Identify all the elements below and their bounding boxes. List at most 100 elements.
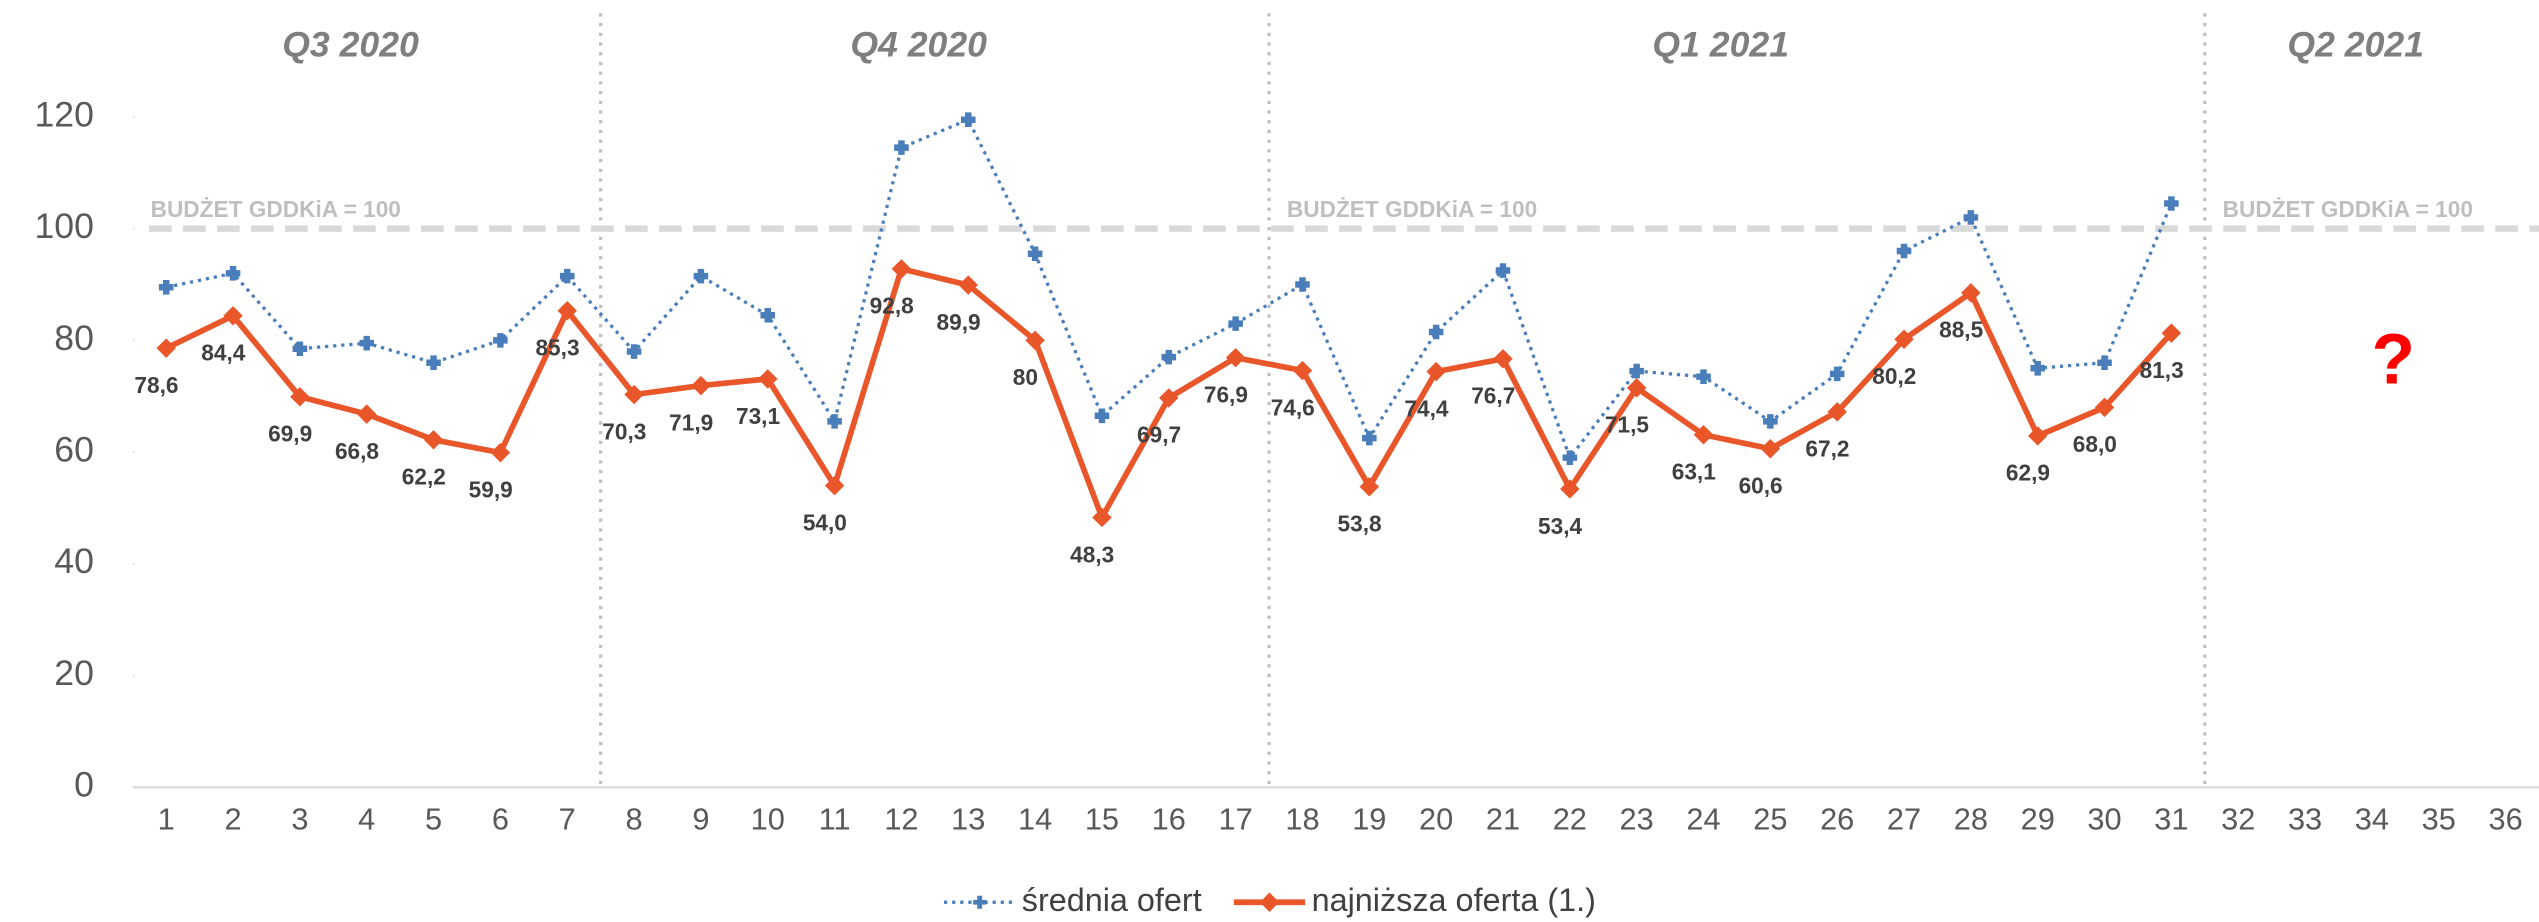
plus-marker [225, 266, 241, 281]
x-tick-label: 28 [1954, 801, 1988, 836]
plus-marker [894, 140, 909, 155]
x-tick-label: 4 [358, 801, 375, 836]
diamond-marker [1159, 388, 1179, 408]
x-tick-label: 31 [2154, 801, 2188, 836]
legend-marker [1259, 892, 1280, 912]
diamond-marker [1493, 349, 1513, 369]
x-tick-label: 11 [819, 801, 851, 836]
plus-marker [2164, 196, 2179, 211]
plus-marker [426, 355, 441, 370]
budget-label: BUDŻET GDDKiA = 100 [2223, 196, 2473, 222]
x-tick-label: 5 [425, 801, 442, 836]
y-tick-label: 120 [34, 94, 93, 134]
x-tick-label: 18 [1285, 801, 1319, 836]
budget-label: BUDŻET GDDKiA = 100 [151, 196, 401, 222]
diamond-marker [1760, 439, 1781, 459]
data-label: 80,2 [1872, 363, 1916, 389]
plus-marker [626, 344, 642, 359]
y-tick-label: 60 [54, 430, 94, 470]
quarter-label: Q2 2021 [2287, 25, 2424, 65]
data-label: 80 [1013, 364, 1038, 390]
x-tick-label: 21 [1486, 801, 1520, 836]
plus-marker [693, 268, 709, 284]
x-tick-label: 25 [1753, 801, 1787, 836]
data-label: 92,8 [870, 293, 914, 319]
data-label: 54,0 [803, 509, 847, 535]
plus-marker [2030, 361, 2045, 376]
diamond-marker [223, 306, 243, 326]
y-tick-label: 20 [54, 653, 94, 693]
plus-marker [1696, 369, 1711, 384]
x-tick-label: 9 [692, 801, 709, 836]
data-label: 69,9 [268, 421, 312, 447]
x-tick-label: 10 [751, 801, 785, 836]
diamond-marker [490, 442, 511, 463]
diamond-marker [624, 384, 644, 405]
plus-marker [1763, 414, 1778, 429]
data-label: 70,3 [602, 418, 646, 444]
plus-marker [1495, 263, 1511, 278]
x-tick-label: 17 [1219, 801, 1253, 836]
diamond-marker [290, 387, 310, 407]
plus-marker [559, 268, 575, 284]
data-label: 66,8 [335, 438, 379, 464]
x-tick-label: 22 [1553, 801, 1587, 836]
x-tick-label: 1 [158, 801, 175, 836]
x-tick-label: 36 [2488, 801, 2522, 836]
plus-marker [827, 414, 842, 429]
x-tick-label: 20 [1419, 801, 1453, 836]
data-label: 74,6 [1271, 394, 1315, 420]
plus-marker [359, 335, 375, 351]
data-label: 68,0 [2073, 431, 2117, 457]
legend-label: najniższa oferta (1.) [1312, 882, 1596, 918]
plus-marker [1963, 210, 1979, 225]
plus-marker [2097, 355, 2112, 370]
diamond-marker [1827, 402, 1847, 422]
plus-marker [1228, 316, 1243, 331]
plus-marker [1027, 246, 1043, 262]
diamond-marker [1025, 330, 1045, 351]
x-tick-label: 23 [1620, 801, 1654, 836]
diamond-marker [1092, 507, 1112, 528]
y-tick-label: 100 [34, 206, 93, 246]
x-tick-label: 19 [1352, 801, 1386, 836]
x-tick-label: 7 [559, 801, 576, 836]
x-tick-label: 26 [1820, 801, 1854, 836]
x-tick-label: 35 [2422, 801, 2456, 836]
x-tick-label: 33 [2288, 801, 2322, 836]
data-label: 81,3 [2140, 357, 2184, 383]
quarter-label: Q1 2021 [1652, 25, 1789, 65]
plus-marker [292, 341, 308, 357]
plus-marker [1829, 366, 1845, 382]
data-label: 67,2 [1805, 436, 1849, 462]
data-label: 53,4 [1538, 513, 1582, 539]
plus-marker [1629, 363, 1644, 379]
x-tick-label: 29 [2021, 801, 2055, 836]
data-label: 62,9 [2006, 460, 2050, 486]
x-tick-label: 30 [2087, 801, 2121, 836]
plus-marker [760, 307, 776, 323]
data-label: 78,6 [134, 372, 178, 398]
diamond-marker [1961, 283, 1981, 303]
diamond-marker [1359, 477, 1380, 497]
x-tick-label: 2 [224, 801, 241, 836]
plus-marker [1562, 450, 1578, 465]
data-label: 76,9 [1204, 382, 1248, 408]
diamond-marker [1626, 378, 1647, 398]
data-label: 71,9 [669, 409, 713, 435]
plus-marker [1896, 243, 1912, 259]
diamond-marker [357, 404, 377, 424]
diamond-marker [1292, 360, 1313, 381]
x-tick-label: 27 [1887, 801, 1921, 836]
data-label: 88,5 [1939, 317, 1983, 343]
data-label: 74,4 [1404, 395, 1448, 421]
diamond-marker [891, 259, 912, 279]
budget-label: BUDŻET GDDKiA = 100 [1287, 196, 1537, 222]
data-label: 76,7 [1471, 383, 1515, 409]
x-tick-label: 24 [1686, 801, 1720, 836]
diamond-marker [1894, 329, 1914, 349]
y-tick-label: 40 [54, 541, 94, 581]
x-tick-label: 3 [291, 801, 308, 836]
legend-label: średnia ofert [1022, 882, 1202, 918]
